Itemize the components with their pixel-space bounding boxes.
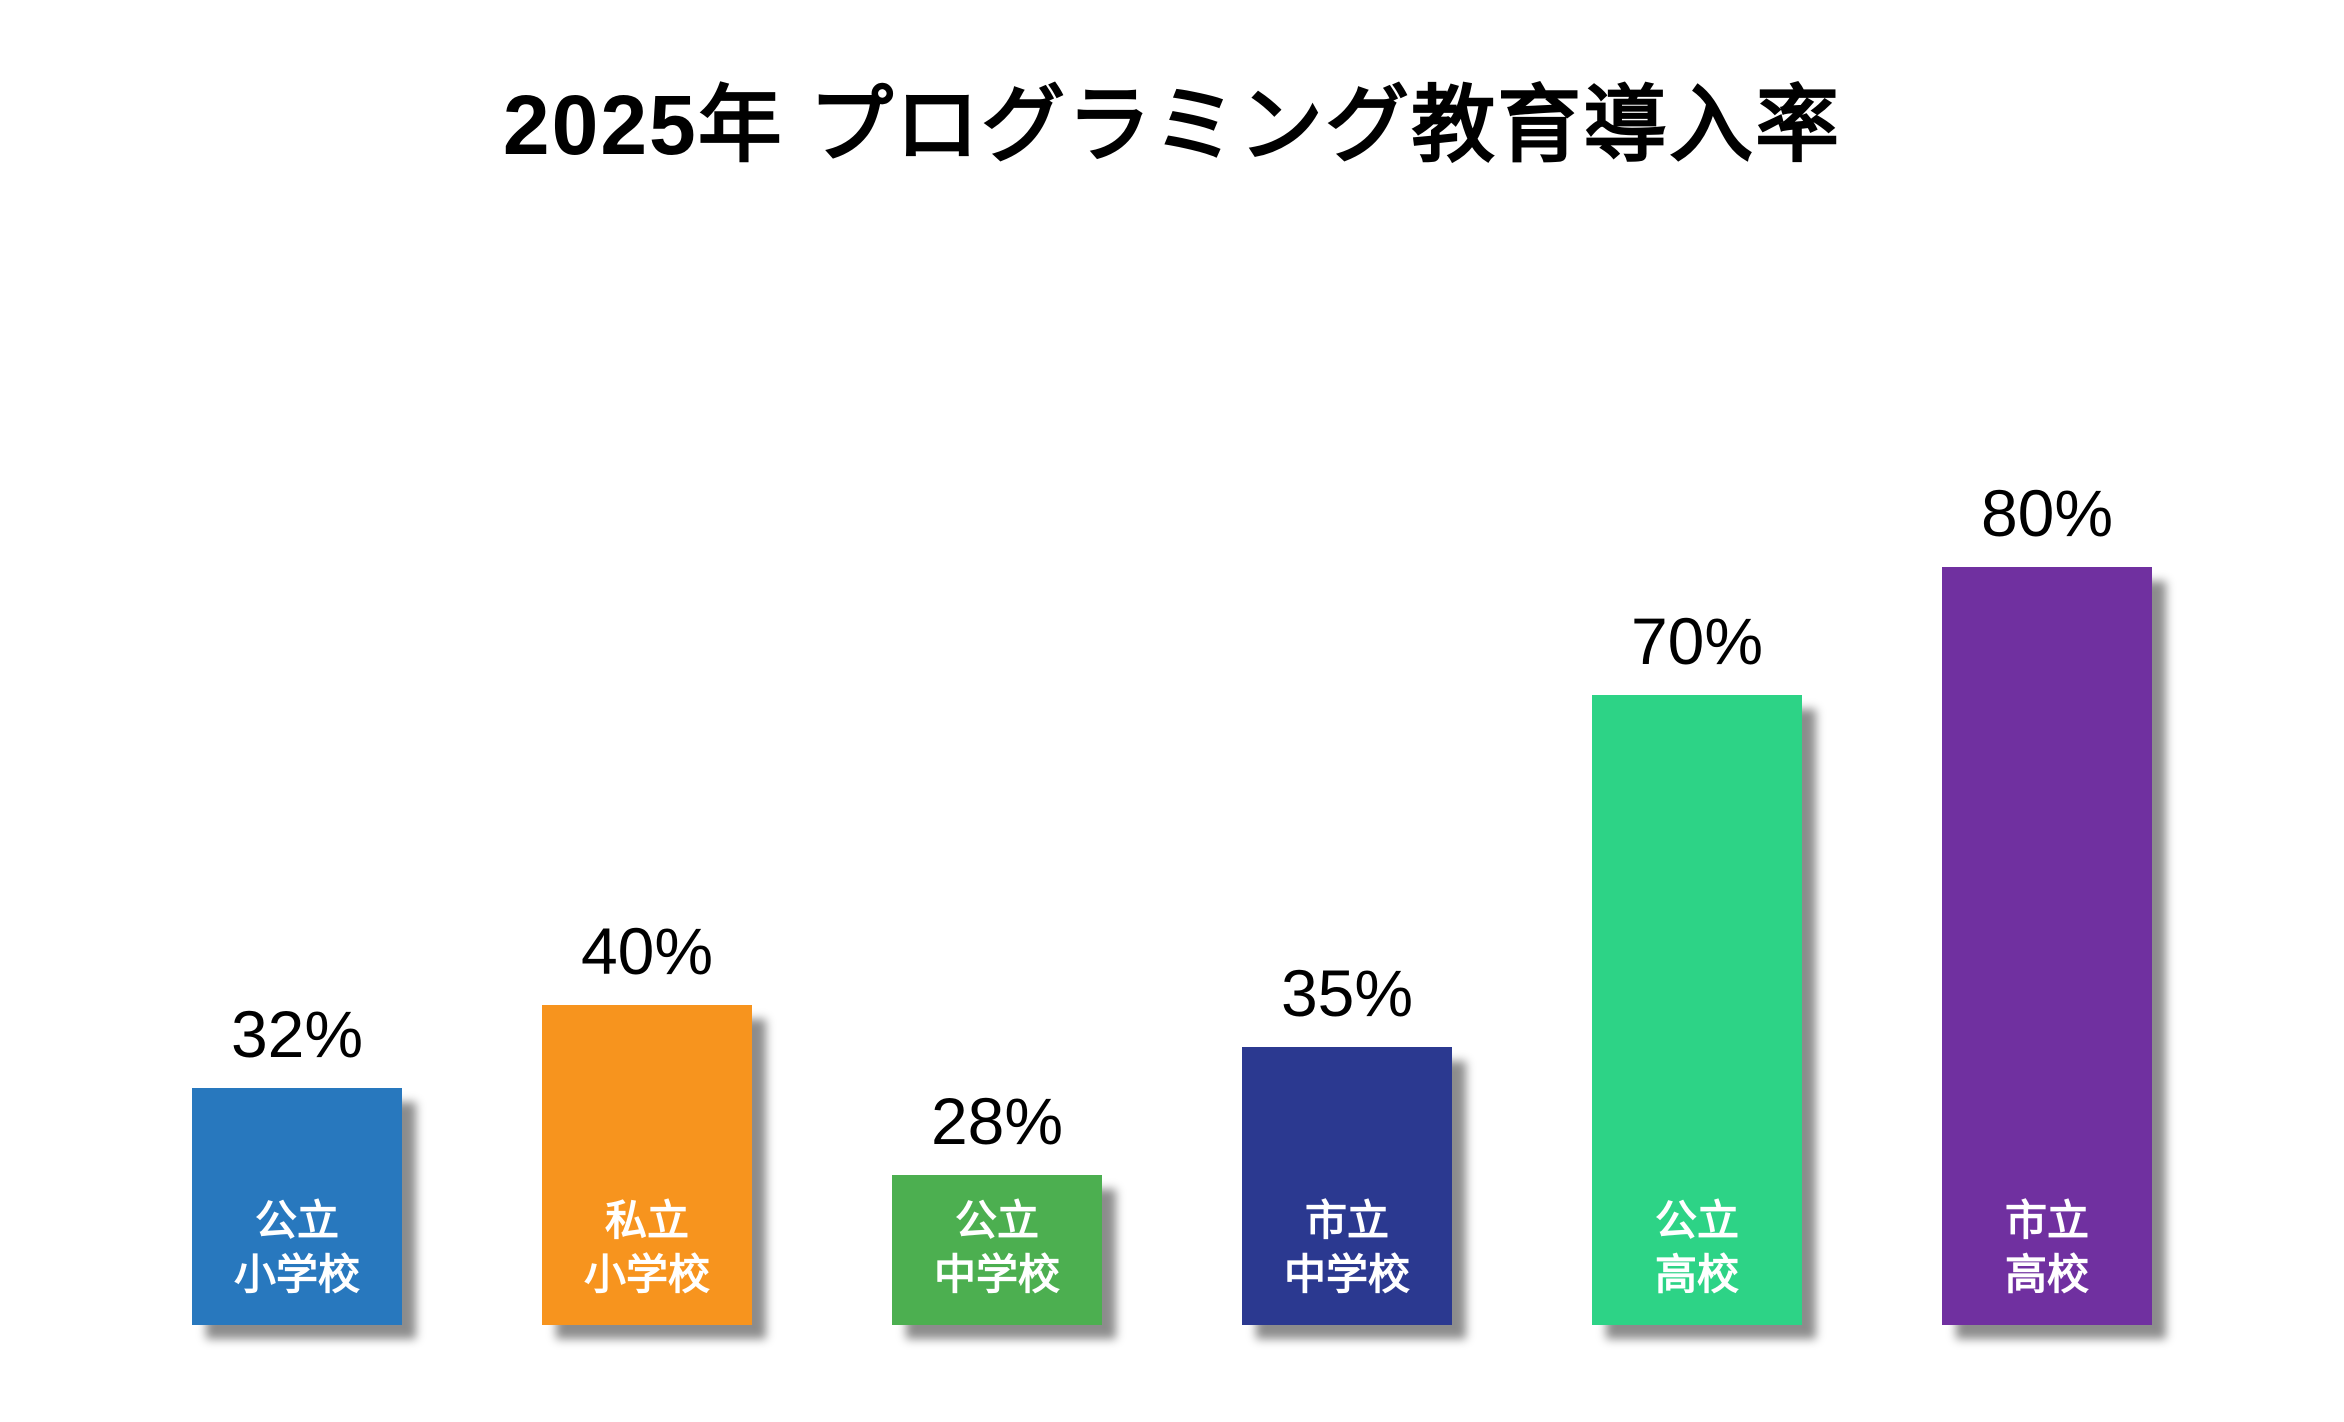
bar-category-label: 公立 小学校 [234,1194,360,1325]
bar-category-line1: 市立 [1304,1196,1389,1244]
bar-category-line2: 小学校 [583,1251,710,1299]
value-label: 70% [1630,604,1764,678]
bar-public-elementary: 公立 小学校 [192,1088,402,1325]
bar-category-line2: 高校 [1654,1251,1739,1299]
bar-category-label: 私立 小学校 [584,1194,710,1325]
bar-category-line1: 私立 [604,1196,689,1244]
bar-category-line1: 公立 [254,1196,339,1244]
value-label: 28% [930,1084,1064,1158]
bar-category-line1: 公立 [1654,1196,1739,1244]
bar-group-public-elementary: 32% 公立 小学校 [192,996,402,1325]
bar-category-line2: 高校 [2004,1251,2089,1299]
bar-group-public-junior-high: 28% 公立 中学校 [892,1083,1102,1325]
value-label: 80% [1980,476,2114,550]
value-label: 40% [580,914,714,988]
plot-area: 32% 公立 小学校 40% 私立 小学校 28% 公立 [0,475,2344,1325]
chart-title: 2025年 プログラミング教育導入率 [502,78,1842,172]
value-label: 35% [1280,956,1414,1030]
value-label: 32% [230,997,364,1071]
bar-group-public-high-school: 70% 公立 高校 [1592,603,1802,1325]
bar-public-junior-high: 公立 中学校 [892,1175,1102,1325]
bar-category-label: 市立 中学校 [1284,1194,1410,1325]
bar-category-label: 市立 高校 [2005,1194,2089,1325]
chart: 2025年 プログラミング教育導入率 32% 公立 小学校 40% 私立 小学校… [0,58,2344,1325]
bar-category-line2: 小学校 [233,1251,360,1299]
bar-category-line1: 公立 [954,1196,1039,1244]
bar-group-private-elementary: 40% 私立 小学校 [542,913,752,1325]
bar-category-label: 公立 高校 [1655,1194,1739,1325]
bar-group-municipal-high-school: 80% 市立 高校 [1942,475,2152,1325]
bar-municipal-high-school: 市立 高校 [1942,567,2152,1325]
bar-private-elementary: 私立 小学校 [542,1005,752,1325]
bar-category-label: 公立 中学校 [934,1194,1060,1325]
bar-category-line1: 市立 [2004,1196,2089,1244]
bar-group-municipal-junior-high: 35% 市立 中学校 [1242,955,1452,1325]
bar-category-line2: 中学校 [1283,1251,1410,1299]
bar-category-line2: 中学校 [933,1251,1060,1299]
bar-municipal-junior-high: 市立 中学校 [1242,1047,1452,1325]
bar-public-high-school: 公立 高校 [1592,695,1802,1325]
